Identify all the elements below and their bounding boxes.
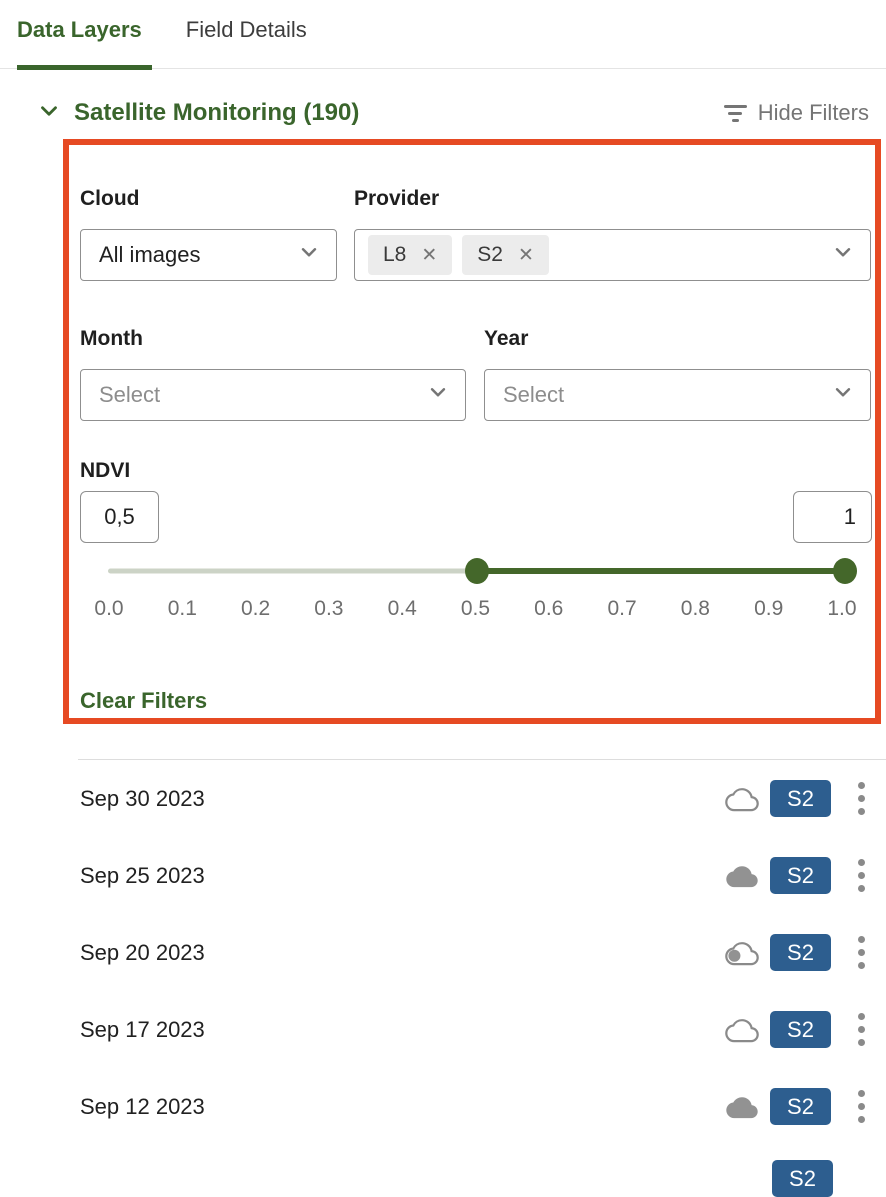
provider-chip-l8: L8 ✕ bbox=[368, 235, 453, 275]
tick-label: 0.3 bbox=[314, 597, 344, 620]
chevron-down-icon bbox=[36, 98, 62, 129]
cloud-filter-value: All images bbox=[99, 242, 201, 267]
chip-remove-icon[interactable]: ✕ bbox=[517, 244, 534, 266]
year-filter-field: Year Select bbox=[484, 327, 871, 421]
tick-label: 0.7 bbox=[607, 597, 637, 620]
filter-panel: Cloud All images Provider L8 ✕ S2 bbox=[63, 139, 881, 724]
year-filter-label: Year bbox=[484, 327, 529, 350]
list-item[interactable]: Sep 25 2023 S2 bbox=[0, 837, 886, 914]
ndvi-filter-label: NDVI bbox=[80, 459, 131, 482]
month-filter-select[interactable]: Select bbox=[80, 369, 466, 421]
tab-bar: Data Layers Field Details bbox=[0, 0, 886, 70]
provider-chip-label: S2 bbox=[477, 243, 503, 266]
cloud-cover-icon bbox=[726, 1096, 758, 1118]
provider-badge: S2 bbox=[770, 934, 831, 971]
image-list: Sep 30 2023 S2 Sep 25 2023 S2 Sep 20 202… bbox=[0, 759, 886, 1145]
tick-label: 0.5 bbox=[460, 597, 491, 620]
tab-field-details[interactable]: Field Details bbox=[185, 17, 307, 42]
tick-label: 0.2 bbox=[240, 597, 271, 620]
provider-badge: S2 bbox=[770, 780, 831, 817]
ndvi-inputs bbox=[80, 491, 872, 543]
image-date: Sep 12 2023 bbox=[80, 1093, 205, 1119]
cloud-filter-label: Cloud bbox=[80, 187, 140, 210]
hide-filters-label: Hide Filters bbox=[757, 100, 869, 125]
list-item[interactable]: Sep 12 2023 S2 bbox=[0, 1068, 886, 1145]
chevron-down-icon bbox=[830, 379, 856, 411]
tick-label: 0.0 bbox=[94, 597, 124, 620]
provider-chips: L8 ✕ S2 ✕ bbox=[368, 235, 549, 275]
slider-active-range bbox=[476, 568, 845, 574]
hide-filters-button[interactable]: Hide Filters bbox=[723, 100, 869, 126]
image-date: Sep 20 2023 bbox=[80, 939, 205, 965]
tick-label: 0.9 bbox=[754, 597, 784, 620]
provider-badge: S2 bbox=[770, 1011, 831, 1048]
year-filter-placeholder: Select bbox=[503, 382, 565, 407]
provider-chip-label: L8 bbox=[383, 243, 407, 266]
cloud-cover-icon bbox=[726, 865, 758, 887]
provider-badge: S2 bbox=[770, 1088, 831, 1125]
list-divider bbox=[78, 759, 886, 760]
image-date: Sep 17 2023 bbox=[80, 1016, 205, 1042]
ndvi-min-input[interactable] bbox=[80, 491, 159, 543]
chip-remove-icon[interactable]: ✕ bbox=[421, 244, 438, 266]
cloud-cover-icon bbox=[725, 787, 759, 811]
list-item[interactable]: Sep 30 2023 S2 bbox=[0, 760, 886, 837]
slider-handle-min[interactable] bbox=[464, 558, 489, 584]
month-filter-field: Month Select bbox=[80, 327, 466, 421]
kebab-menu-icon[interactable] bbox=[856, 782, 866, 815]
filter-icon bbox=[723, 104, 747, 122]
section-title: Satellite Monitoring (190) bbox=[74, 99, 360, 126]
year-filter-select[interactable]: Select bbox=[484, 369, 871, 421]
section-header: Satellite Monitoring (190) Hide Filters bbox=[34, 96, 869, 130]
cloud-cover-icon bbox=[725, 1018, 759, 1042]
provider-filter-field: Provider L8 ✕ S2 ✕ bbox=[354, 187, 871, 281]
clear-filters-button[interactable]: Clear Filters bbox=[80, 688, 208, 713]
chevron-down-icon bbox=[425, 379, 451, 411]
provider-filter-label: Provider bbox=[354, 187, 440, 210]
slider-handle-max[interactable] bbox=[833, 558, 857, 584]
kebab-menu-icon[interactable] bbox=[856, 1090, 866, 1123]
month-filter-placeholder: Select bbox=[99, 382, 161, 407]
provider-chip-s2: S2 ✕ bbox=[462, 235, 549, 275]
chevron-down-icon bbox=[296, 239, 322, 271]
kebab-menu-icon[interactable] bbox=[856, 1013, 866, 1046]
provider-filter-select[interactable]: L8 ✕ S2 ✕ bbox=[354, 229, 871, 281]
tick-label: 0.1 bbox=[167, 597, 197, 620]
chevron-down-icon bbox=[830, 239, 856, 271]
tick-label: 0.6 bbox=[534, 597, 564, 620]
active-tab-indicator bbox=[17, 65, 152, 70]
tab-data-layers[interactable]: Data Layers bbox=[17, 17, 142, 42]
tick-label: 0.4 bbox=[387, 597, 417, 620]
cloud-cover-icon bbox=[725, 941, 759, 965]
list-item[interactable]: Sep 17 2023 S2 bbox=[0, 991, 886, 1068]
ndvi-max-input[interactable] bbox=[793, 491, 872, 543]
list-item[interactable]: Sep 20 2023 S2 bbox=[0, 914, 886, 991]
cloud-filter-field: Cloud All images bbox=[80, 187, 337, 281]
ndvi-tick-labels: 0.0 0.1 0.2 0.3 0.4 0.5 0.6 0.7 0.8 0.9 … bbox=[91, 597, 860, 621]
provider-badge-partial: S2 bbox=[772, 1160, 833, 1197]
provider-badge: S2 bbox=[770, 857, 831, 894]
ndvi-range-slider[interactable] bbox=[108, 557, 857, 585]
kebab-menu-icon[interactable] bbox=[856, 936, 866, 969]
image-date: Sep 25 2023 bbox=[80, 862, 205, 888]
tick-label: 0.8 bbox=[680, 597, 710, 620]
cloud-filter-select[interactable]: All images bbox=[80, 229, 337, 281]
month-filter-label: Month bbox=[80, 327, 143, 350]
tick-label: 1.0 bbox=[827, 597, 857, 620]
kebab-menu-icon[interactable] bbox=[856, 859, 866, 892]
collapse-section-button[interactable] bbox=[34, 98, 64, 128]
image-date: Sep 30 2023 bbox=[80, 785, 205, 811]
